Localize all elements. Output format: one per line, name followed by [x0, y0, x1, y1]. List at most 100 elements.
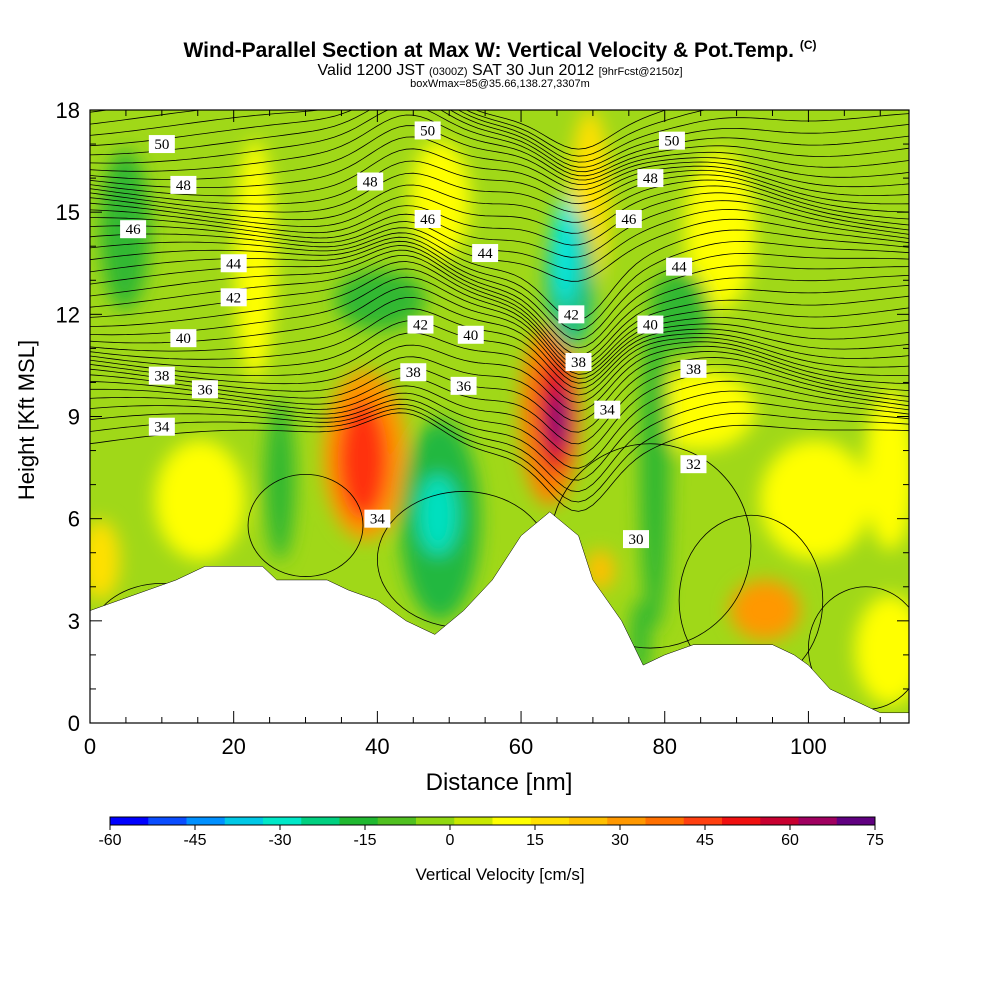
theta-contour-line: [90, 236, 909, 331]
svg-text:50: 50: [420, 123, 435, 139]
theta-contour-line: [90, 200, 909, 258]
theta-label: 38: [680, 359, 707, 378]
colorbar-label: Vertical Velocity [cm/s]: [415, 865, 584, 884]
y-tick-label: 18: [56, 98, 80, 123]
theta-label: 44: [220, 254, 247, 273]
theta-label: 50: [148, 135, 175, 154]
x-tick-label: 20: [221, 734, 245, 759]
x-axis: 0 20 40 60 80 100: [84, 110, 881, 759]
colorbar-swatch: [683, 817, 723, 825]
theta-contour-line: [90, 110, 909, 173]
theta-label: 48: [637, 169, 664, 188]
svg-text:36: 36: [456, 379, 472, 395]
y-tick-label: 0: [68, 711, 80, 736]
colorbar-tick-label: 45: [696, 832, 714, 849]
colorbar-swatch: [454, 817, 493, 825]
theta-contour-line: [90, 286, 909, 380]
colorbar-swatch: [416, 817, 455, 825]
theta-contour-line: [90, 371, 909, 457]
svg-text:48: 48: [363, 175, 378, 191]
colorbar-swatch: [569, 817, 608, 825]
theta-contour-line: [90, 249, 909, 356]
valid-time: Valid 1200 JST: [317, 62, 425, 79]
theta-contour-line: [90, 110, 707, 157]
theta-label: 46: [414, 209, 441, 228]
theta-contour-line: [90, 148, 909, 197]
svg-text:38: 38: [686, 362, 701, 378]
theta-contour-line: [90, 380, 909, 469]
theta-contour-line: [90, 320, 909, 396]
valid-date: SAT 30 Jun 2012: [471, 62, 595, 79]
svg-text:42: 42: [413, 318, 428, 334]
theta-contour-line: [90, 357, 909, 433]
colorbar-swatch: [301, 817, 340, 825]
theta-contour-line: [90, 185, 909, 234]
svg-text:30: 30: [629, 532, 644, 548]
theta-label: 38: [565, 353, 592, 372]
colorbar-swatch: [339, 817, 379, 825]
colorbar-tick-label: 15: [526, 832, 544, 849]
svg-text:36: 36: [197, 382, 213, 398]
colorbar-tick-label: 60: [781, 832, 799, 849]
colorbar-tick-label: -15: [353, 832, 376, 849]
theta-contour-line: [90, 296, 909, 384]
colorbar-swatch: [530, 817, 570, 825]
box-wmax-info: boxWmax=85@35.66,138.27,3307m: [410, 78, 590, 90]
svg-text:50: 50: [154, 137, 169, 153]
theta-contour-line: [90, 218, 909, 282]
valid-time-utc: (0300Z): [428, 66, 468, 78]
theta-label: 48: [170, 175, 197, 194]
svg-text:46: 46: [126, 222, 142, 238]
theta-label: 46: [120, 220, 147, 239]
theta-contour-line: [90, 110, 909, 163]
colorbar-tick-label: -45: [183, 832, 206, 849]
theta-contour-line: [247, 473, 364, 577]
svg-text:42: 42: [226, 290, 241, 306]
theta-label: 40: [457, 325, 484, 344]
theta-contour-line: [90, 332, 909, 404]
svg-text:40: 40: [176, 331, 191, 347]
x-tick-label: 40: [365, 734, 389, 759]
theta-label: 30: [623, 530, 649, 549]
svg-text:34: 34: [600, 403, 616, 419]
svg-text:44: 44: [672, 260, 688, 276]
theta-label: 38: [400, 363, 427, 382]
theta-label: 42: [220, 288, 247, 307]
theta-contours: [90, 110, 909, 710]
theta-label: 44: [472, 244, 499, 263]
theta-contour-line: [90, 401, 909, 493]
colorbar-tick-label: 0: [446, 832, 455, 849]
svg-text:40: 40: [643, 318, 658, 334]
theta-label: 50: [658, 131, 685, 150]
theta-label: 34: [364, 509, 391, 528]
theta-label: 50: [414, 121, 441, 140]
svg-text:38: 38: [154, 369, 169, 385]
theta-contour-line: [90, 125, 909, 185]
colorbar-swatch: [836, 817, 876, 825]
theta-contour-line: [90, 268, 909, 371]
colorbar-swatch: [186, 817, 226, 825]
svg-text:44: 44: [478, 246, 494, 262]
svg-text:46: 46: [621, 212, 637, 228]
theta-contour-line: [90, 192, 909, 246]
colorbar-swatch: [722, 817, 761, 825]
theta-contour-line: [90, 110, 667, 150]
y-axis-label: Height [Kft MSL]: [14, 340, 39, 500]
theta-label: 36: [450, 376, 477, 395]
colorbar-swatch: [263, 817, 302, 825]
theta-contour-line: [90, 110, 909, 168]
theta-contour-line: [90, 344, 909, 412]
colorbar-swatch: [492, 817, 532, 825]
chart-title-main: Wind-Parallel Section at Max W: Vertical…: [183, 39, 794, 62]
chart-subtitle: Valid 1200 JST (0300Z) SAT 30 Jun 2012 […: [0, 62, 1000, 80]
theta-label: 34: [148, 417, 175, 436]
theta-label: 34: [594, 400, 621, 419]
colorbar-tick-label: -30: [268, 832, 291, 849]
svg-text:46: 46: [420, 212, 436, 228]
svg-text:44: 44: [226, 256, 242, 272]
theta-contour-line: [90, 209, 909, 270]
svg-text:38: 38: [406, 365, 421, 381]
svg-text:50: 50: [664, 134, 679, 150]
